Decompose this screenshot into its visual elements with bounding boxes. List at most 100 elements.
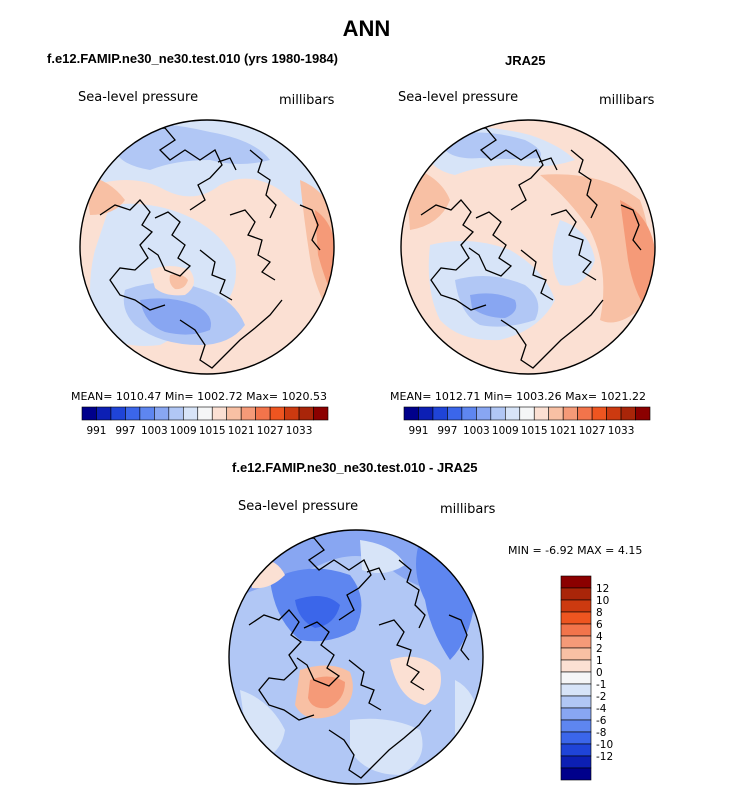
panel-2-colorbar: 991 997 1003 1009 1015 1021 1027 1033 bbox=[403, 406, 651, 437]
panel-3-colorbar-tick-label: -1 bbox=[596, 679, 606, 691]
panel-3-stats: MIN = -6.92 MAX = 4.15 bbox=[508, 544, 643, 557]
panel-2-colorbar-swatch bbox=[519, 406, 535, 421]
panel-2-colorbar-tick-label: 1015 bbox=[521, 425, 548, 437]
panel-1-title: f.e12.FAMIP.ne30_ne30.test.010 (yrs 1980… bbox=[47, 51, 338, 66]
panel-2-units-label: millibars bbox=[599, 93, 655, 108]
panel-2-colorbar-tick-label: 1033 bbox=[608, 425, 635, 437]
panel-2-colorbar-swatch bbox=[432, 406, 448, 421]
panel-3-colorbar-tick-label: 2 bbox=[596, 643, 603, 655]
panel-1-units-label: millibars bbox=[279, 93, 335, 108]
page-title: ANN bbox=[342, 16, 391, 41]
panel-2-colorbar-tick-label: 997 bbox=[437, 425, 457, 437]
panel-3-colorbar-swatch bbox=[560, 659, 592, 673]
panel-1-colorbar-swatch bbox=[313, 406, 329, 421]
panel-2-colorbar-swatch bbox=[606, 406, 622, 421]
panel-1-map-border bbox=[79, 119, 335, 375]
panel-2-colorbar-swatch bbox=[504, 406, 521, 421]
panel-1-colorbar-tick-label: 1015 bbox=[199, 425, 226, 437]
panel-2-colorbar-swatch bbox=[476, 406, 492, 421]
panel-3-colorbar-tick-label: -4 bbox=[596, 703, 607, 715]
panel-3-colorbar-swatch bbox=[560, 671, 592, 685]
panel-2-colorbar-swatch bbox=[577, 406, 593, 421]
panel-1-colorbar-swatch bbox=[168, 406, 184, 421]
panel-3-colorbar-swatch bbox=[560, 587, 592, 601]
panel-3-colorbar-swatch bbox=[560, 611, 592, 625]
panel-3-colorbar-swatch bbox=[560, 683, 592, 697]
panel-1-colorbar-tick-label: 991 bbox=[86, 425, 106, 437]
panel-3-colorbar-swatch bbox=[560, 767, 592, 781]
panel-1-colorbar-swatch bbox=[240, 406, 256, 421]
panel-1-colorbar-swatch bbox=[96, 406, 112, 421]
panel-3-colorbar-tick-label: 4 bbox=[596, 631, 603, 643]
panel-1-colorbar-tick-label: 1027 bbox=[257, 425, 284, 437]
panel-3-colorbar-tick-label: -10 bbox=[596, 739, 613, 751]
panel-3-colorbar-swatch bbox=[560, 623, 592, 637]
panel-1-variable-label: Sea-level pressure bbox=[78, 90, 199, 105]
panel-3-colorbar-tick-label: 0 bbox=[596, 667, 603, 679]
panel-1-colorbar-swatch bbox=[182, 406, 199, 421]
panel-3-colorbar-swatch bbox=[560, 731, 592, 745]
panel-1-colorbar-swatch bbox=[211, 406, 228, 421]
panel-3-colorbar-swatch bbox=[560, 599, 592, 613]
panel-3-colorbar-tick-label: 6 bbox=[596, 619, 603, 631]
panel-1-colorbar-swatch bbox=[125, 406, 141, 421]
panel-1-colorbar-swatch bbox=[197, 406, 213, 421]
panel-3-colorbar-swatch bbox=[560, 743, 592, 757]
panel-3-colorbar-swatch bbox=[560, 695, 592, 709]
panel-3-colorbar-tick-label: 12 bbox=[596, 583, 609, 595]
panel-1-map bbox=[80, 120, 334, 374]
panel-2-colorbar-tick-label: 1003 bbox=[463, 425, 490, 437]
panel-3-colorbar-tick-label: -6 bbox=[596, 715, 607, 727]
panel-3-colorbar-tick-label: 1 bbox=[596, 655, 603, 667]
panel-3-colorbar-swatch bbox=[560, 719, 592, 733]
panel-3-variable-label: Sea-level pressure bbox=[238, 499, 359, 514]
panel-2-colorbar-swatch bbox=[447, 406, 463, 421]
panel-3-units-label: millibars bbox=[440, 502, 496, 517]
panel-2-colorbar-swatch bbox=[418, 406, 434, 421]
panel-1-colorbar-swatch bbox=[226, 406, 242, 421]
panel-3-title: f.e12.FAMIP.ne30_ne30.test.010 - JRA25 bbox=[232, 460, 478, 475]
panel-1-colorbar-swatch bbox=[154, 406, 170, 421]
panel-2-colorbar-tick-label: 1009 bbox=[492, 425, 519, 437]
panel-2-colorbar-tick-label: 1021 bbox=[550, 425, 577, 437]
panel-2-colorbar-swatch bbox=[403, 406, 419, 421]
panel-1-colorbar-swatch bbox=[110, 406, 126, 421]
panel-3-colorbar-tick-label: 8 bbox=[596, 607, 603, 619]
panel-3-colorbar-swatch bbox=[560, 575, 592, 589]
panel-3-colorbar-tick-label: -2 bbox=[596, 691, 606, 703]
panel-1-colorbar-swatch bbox=[269, 406, 285, 421]
panel-2-title: JRA25 bbox=[505, 53, 546, 68]
panel-1-colorbar-swatch bbox=[255, 406, 271, 421]
panel-2-map bbox=[401, 120, 655, 374]
panel-2-colorbar-swatch bbox=[620, 406, 636, 421]
panel-3-colorbar-tick-label: -8 bbox=[596, 727, 606, 739]
panel-2-colorbar-swatch bbox=[591, 406, 607, 421]
panel-1-colorbar-tick-label: 1033 bbox=[286, 425, 313, 437]
panel-2-map-border bbox=[400, 119, 656, 375]
panel-2-colorbar-tick-label: 991 bbox=[408, 425, 428, 437]
panel-2-colorbar-tick-label: 1027 bbox=[579, 425, 606, 437]
panel-2-stats: MEAN= 1012.71 Min= 1003.26 Max= 1021.22 bbox=[390, 390, 647, 403]
panel-3-colorbar-tick-label: 10 bbox=[596, 595, 609, 607]
panel-1-colorbar-swatch bbox=[298, 406, 314, 421]
panel-3-colorbar-swatch bbox=[560, 635, 592, 649]
panel-2-colorbar-swatch bbox=[548, 406, 564, 421]
panel-3-colorbar-tick-label: -12 bbox=[596, 751, 613, 763]
panel-1-colorbar-swatch bbox=[139, 406, 155, 421]
panel-1-colorbar: 991 997 1003 1009 1015 1021 1027 1033 bbox=[81, 406, 329, 437]
panel-3-colorbar-swatch bbox=[560, 707, 592, 721]
panel-2-colorbar-swatch bbox=[533, 406, 550, 421]
panel-2-variable-label: Sea-level pressure bbox=[398, 90, 519, 105]
panel-3-map-border bbox=[228, 529, 484, 785]
panel-1-stats: MEAN= 1010.47 Min= 1002.72 Max= 1020.53 bbox=[71, 390, 328, 403]
panel-3-colorbar-swatch bbox=[560, 647, 592, 661]
panel-2-colorbar-swatch bbox=[635, 406, 651, 421]
panel-3-colorbar-swatch bbox=[560, 755, 592, 769]
panel-2-colorbar-swatch bbox=[562, 406, 578, 421]
panel-1-colorbar-tick-label: 1009 bbox=[170, 425, 197, 437]
panel-1-colorbar-tick-label: 997 bbox=[115, 425, 135, 437]
panel-1-colorbar-swatch bbox=[284, 406, 300, 421]
panel-2-colorbar-swatch bbox=[461, 406, 477, 421]
panel-3-map bbox=[229, 530, 483, 784]
